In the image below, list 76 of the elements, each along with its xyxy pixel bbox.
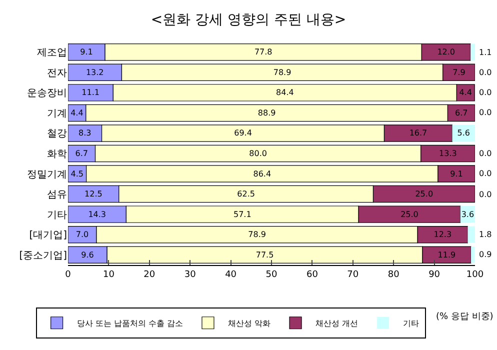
y-tick-label: 정밀기계 xyxy=(27,169,67,180)
x-tick-label: 20 xyxy=(144,270,156,280)
legend-label: 채산성 악화 xyxy=(228,318,271,328)
data-label: 8.3 xyxy=(78,128,92,138)
data-label: 77.8 xyxy=(254,48,272,57)
y-tick-label: 섬유 xyxy=(47,190,67,201)
data-label: 13.3 xyxy=(439,149,457,158)
chart-title: <원화 강세 영향의 주된 내용> xyxy=(150,12,346,28)
data-label: 77.5 xyxy=(256,250,274,260)
data-label: 14.3 xyxy=(88,210,106,219)
y-tick-label: 운송장비 xyxy=(27,88,67,100)
x-tick-label: 0 xyxy=(65,270,72,280)
data-label: 69.4 xyxy=(234,128,252,138)
data-label: 9.1 xyxy=(80,48,93,57)
x-tick-label: 100 xyxy=(466,270,484,280)
data-label: 4.5 xyxy=(70,169,84,178)
data-label: 6.7 xyxy=(75,149,88,158)
data-label: 0.0 xyxy=(479,169,492,178)
data-label: 4.4 xyxy=(459,88,472,98)
data-label: 11.1 xyxy=(82,88,100,98)
y-tick-label: 기타 xyxy=(47,210,67,221)
legend-label: 당사 또는 납품처의 수출 감소 xyxy=(76,318,183,328)
data-label: 11.9 xyxy=(438,250,456,260)
data-label: 7.9 xyxy=(452,68,466,77)
x-tick-label: 70 xyxy=(347,270,359,280)
bar xyxy=(468,226,475,243)
data-label: 1.8 xyxy=(479,230,492,239)
bar xyxy=(470,246,475,264)
data-label: 3.6 xyxy=(461,210,474,219)
data-label: 78.9 xyxy=(273,68,292,77)
data-label: 84.4 xyxy=(276,88,294,98)
data-label: 0.0 xyxy=(479,88,492,97)
data-label: 0.0 xyxy=(479,68,492,77)
data-label: 57.1 xyxy=(233,210,252,219)
y-tick-label: [대기업] xyxy=(29,230,68,242)
y-tick-label: 화학 xyxy=(47,149,67,160)
data-label: 9.6 xyxy=(81,250,94,260)
x-tick-label: 90 xyxy=(428,270,440,280)
data-label: 7.0 xyxy=(76,230,89,240)
data-label: 5.6 xyxy=(457,128,470,138)
data-label: 16.7 xyxy=(409,128,428,138)
text: (% 응답 비중) xyxy=(436,312,494,322)
data-label: 0.0 xyxy=(479,190,492,199)
x-tick-label: 60 xyxy=(306,270,318,280)
x-tick-label: 10 xyxy=(102,270,115,280)
data-label: 25.0 xyxy=(400,210,418,219)
data-label: 1.1 xyxy=(479,48,492,57)
legend-label: 기타 xyxy=(403,318,420,328)
data-label: 6.7 xyxy=(455,108,468,118)
data-label: 0.0 xyxy=(479,149,492,158)
data-label: 0.9 xyxy=(479,250,492,259)
data-label: 12.3 xyxy=(434,230,452,240)
y-tick-label: 기계 xyxy=(47,108,67,120)
data-label: 62.5 xyxy=(237,190,255,199)
bar xyxy=(452,124,475,142)
data-label: 78.9 xyxy=(248,230,266,240)
x-tick-label: 50 xyxy=(266,270,278,280)
data-label: 12.5 xyxy=(84,190,102,199)
data-label: 13.2 xyxy=(86,68,104,77)
y-tick-label: 제조업 xyxy=(37,48,67,59)
data-label: 9.1 xyxy=(450,169,463,178)
legend-label: 채산성 개선 xyxy=(316,318,358,328)
y-tick-label: [중소기업] xyxy=(19,250,68,262)
data-label: 12.0 xyxy=(437,48,456,57)
data-label: 86.4 xyxy=(253,169,272,178)
y-tick-label: 철강 xyxy=(47,128,67,140)
data-label: 88.9 xyxy=(258,108,276,118)
bar xyxy=(470,44,475,60)
y-tick-label: 전자 xyxy=(47,68,67,79)
data-label: 25.0 xyxy=(415,190,434,199)
x-tick-label: 80 xyxy=(388,270,400,280)
data-label: 4.4 xyxy=(70,108,84,118)
x-tick-label: 30 xyxy=(184,270,196,280)
data-label: 80.0 xyxy=(249,149,267,158)
x-tick-label: 40 xyxy=(225,270,237,280)
data-label: 0.0 xyxy=(479,108,492,117)
